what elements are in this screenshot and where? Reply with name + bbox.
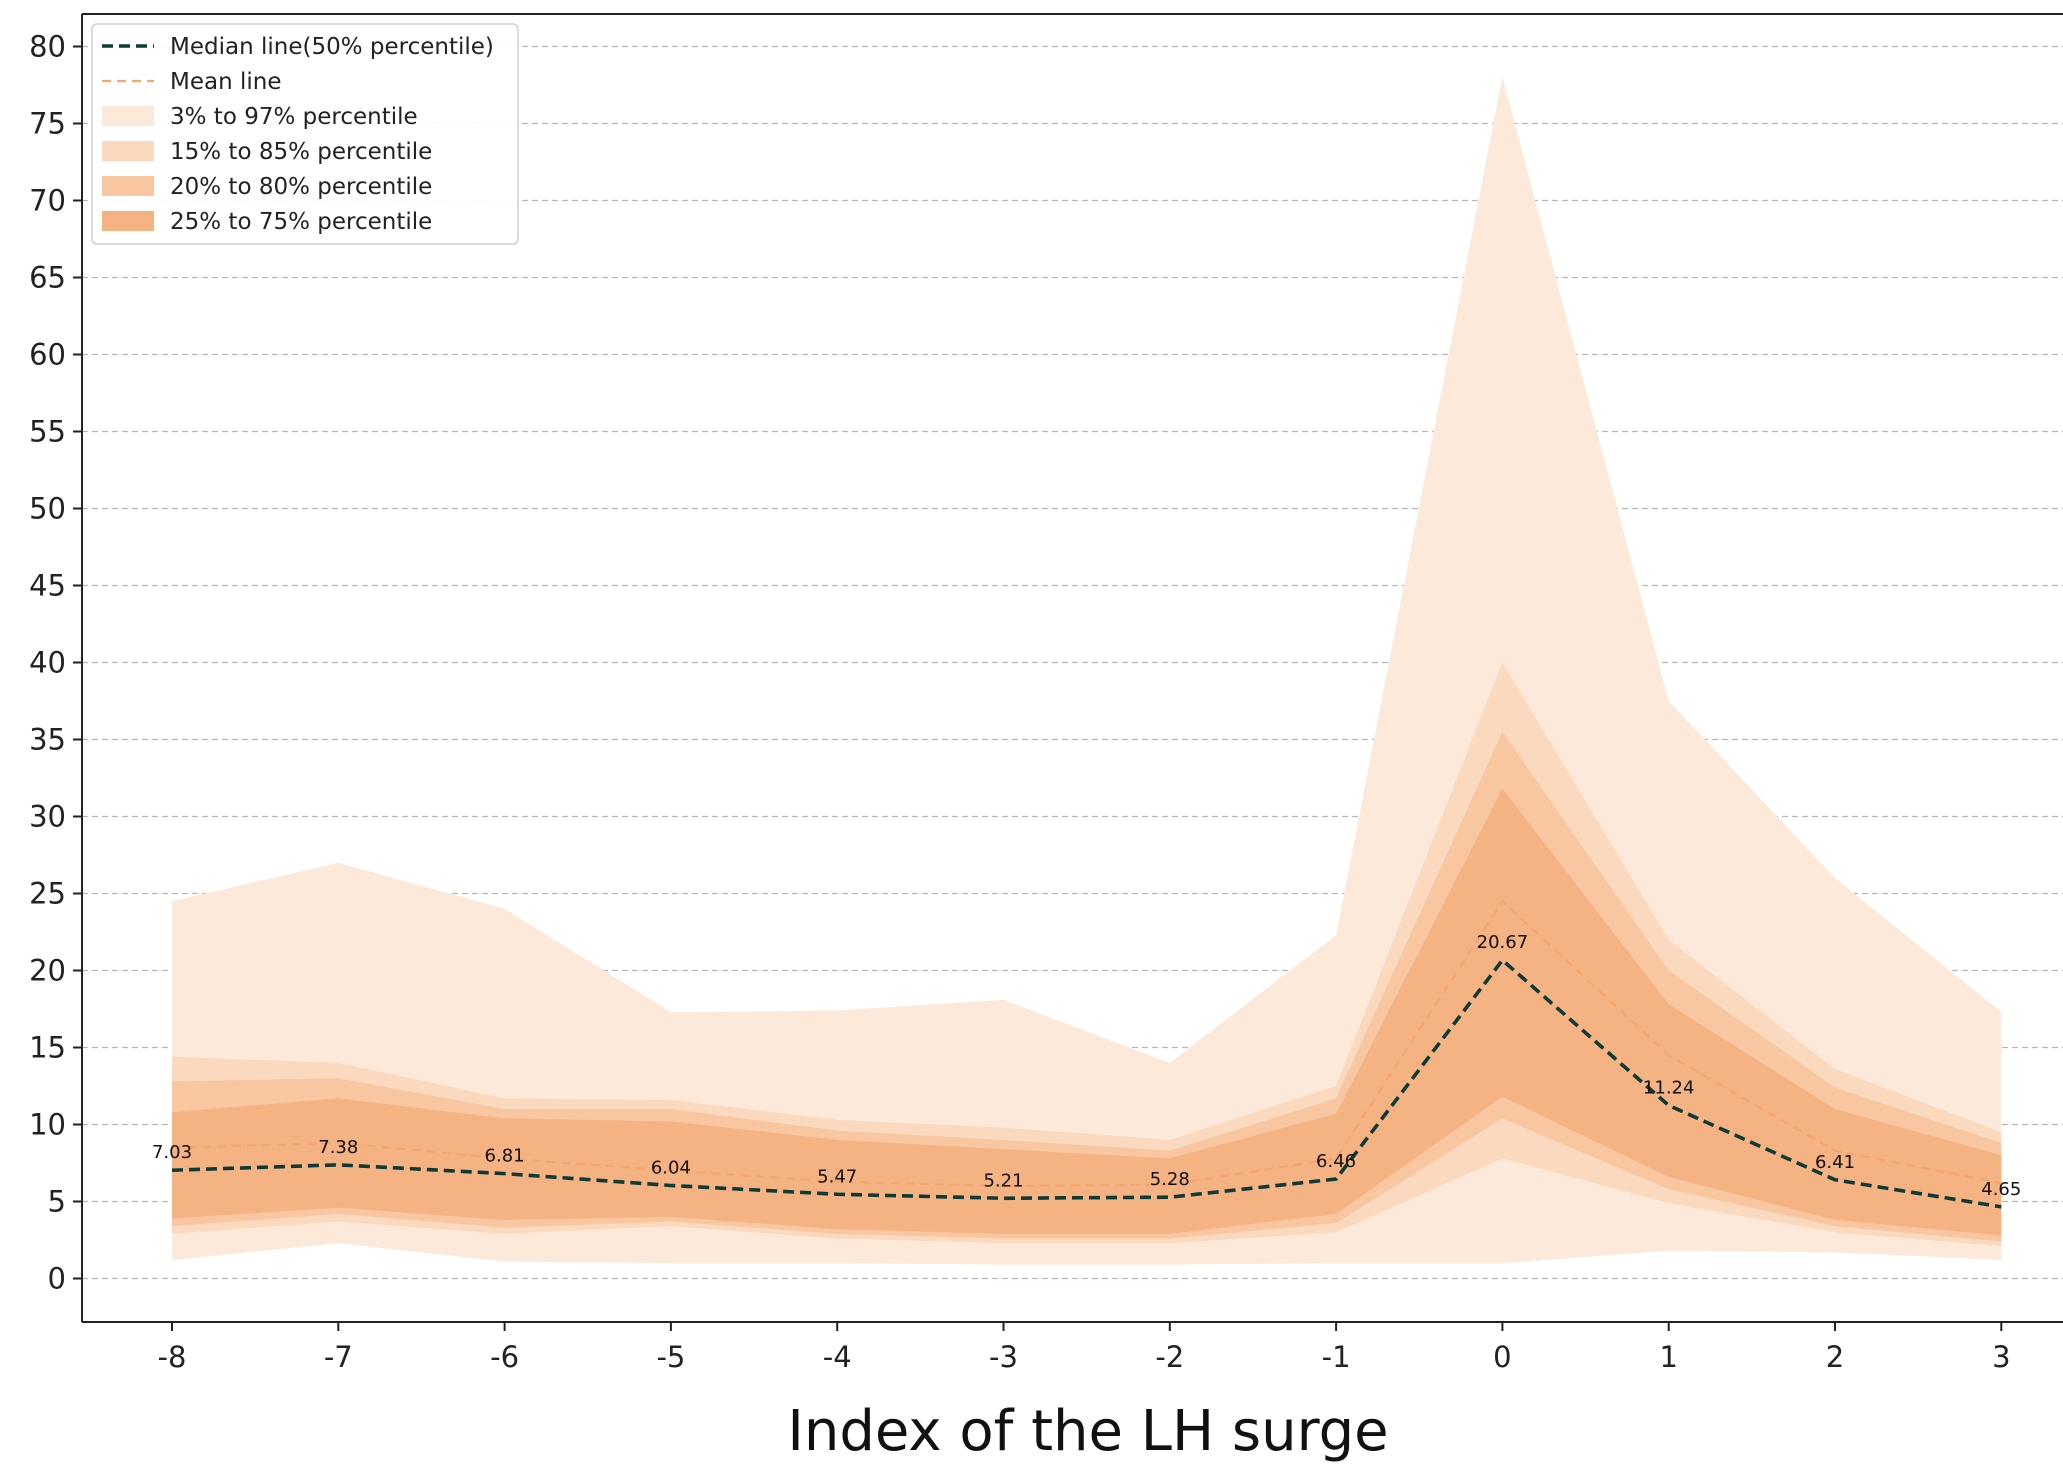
y-tick-label: 55 bbox=[29, 415, 66, 449]
y-tick-label: 10 bbox=[29, 1108, 66, 1142]
data-label: 6.41 bbox=[1815, 1152, 1855, 1173]
mean-line bbox=[171, 899, 2002, 1188]
x-tick-label: 1 bbox=[1659, 1340, 1677, 1374]
data-label: 4.65 bbox=[1981, 1179, 2021, 1200]
data-label: 11.24 bbox=[1643, 1077, 1695, 1098]
y-tick-label: 40 bbox=[29, 646, 66, 680]
x-tick-label: -6 bbox=[490, 1340, 519, 1374]
data-label: 5.28 bbox=[1150, 1169, 1190, 1190]
y-tick-label: 80 bbox=[29, 30, 66, 64]
y-tick-label: 25 bbox=[29, 877, 66, 911]
x-tick-label: -3 bbox=[989, 1340, 1018, 1374]
x-tick-label: -4 bbox=[823, 1340, 852, 1374]
legend-label: 20% to 80% percentile bbox=[170, 174, 432, 200]
series-lines bbox=[171, 899, 2002, 1209]
legend-band-swatch bbox=[102, 176, 154, 196]
x-tick-label: -5 bbox=[656, 1340, 685, 1374]
y-tick-label: 45 bbox=[29, 569, 66, 603]
data-label: 7.03 bbox=[152, 1142, 192, 1163]
x-axis-title: Index of the LH surge bbox=[787, 1399, 1388, 1464]
x-tick-label: 3 bbox=[1992, 1340, 2010, 1374]
legend-band-swatch bbox=[102, 106, 154, 126]
data-label: 5.21 bbox=[983, 1170, 1023, 1191]
percentile-bands bbox=[172, 77, 2002, 1265]
x-tick-label: -2 bbox=[1155, 1340, 1184, 1374]
legend-label: Mean line bbox=[170, 69, 282, 95]
legend: Median line(50% percentile) Mean line 3% t… bbox=[91, 23, 519, 245]
x-tick-label: 2 bbox=[1826, 1340, 1844, 1374]
y-tick-label: 35 bbox=[29, 723, 66, 757]
legend-box bbox=[91, 23, 519, 245]
legend-label: Median line(50% percentile) bbox=[170, 34, 494, 60]
data-label: 6.81 bbox=[485, 1146, 525, 1167]
data-label: 6.46 bbox=[1316, 1151, 1356, 1172]
x-tick-label: 0 bbox=[1493, 1340, 1511, 1374]
median-line bbox=[171, 957, 2002, 1209]
y-tick-label: 75 bbox=[29, 107, 66, 141]
legend-band-swatch bbox=[102, 141, 154, 161]
y-tick-label: 0 bbox=[48, 1262, 66, 1296]
y-tick-label: 30 bbox=[29, 800, 66, 834]
data-label: 5.47 bbox=[817, 1166, 857, 1187]
percentile-band bbox=[172, 788, 2002, 1236]
legend-label: 15% to 85% percentile bbox=[170, 139, 432, 165]
y-tick-label: 15 bbox=[29, 1031, 66, 1065]
y-tick-label: 60 bbox=[29, 338, 66, 372]
data-label: 20.67 bbox=[1477, 932, 1529, 953]
legend-label: 3% to 97% percentile bbox=[170, 104, 418, 130]
y-tick-label: 50 bbox=[29, 492, 66, 526]
data-labels: 7.03 7.38 6.81 6.04 5.47 5.21 5.28 6.46 20.67 11.… bbox=[152, 932, 2021, 1200]
y-tick-label: 5 bbox=[48, 1185, 66, 1219]
data-label: 6.04 bbox=[651, 1157, 691, 1178]
x-tick-label: -1 bbox=[1322, 1340, 1351, 1374]
y-tick-label: 65 bbox=[29, 261, 66, 295]
y-tick-label: 70 bbox=[29, 184, 66, 218]
x-tick-label: -7 bbox=[324, 1340, 353, 1374]
legend-band-swatch bbox=[102, 211, 154, 231]
y-tick-label: 20 bbox=[29, 954, 66, 988]
x-tick-label: -8 bbox=[158, 1340, 187, 1374]
data-label: 7.38 bbox=[318, 1137, 358, 1158]
legend-label: 25% to 75% percentile bbox=[170, 209, 432, 235]
